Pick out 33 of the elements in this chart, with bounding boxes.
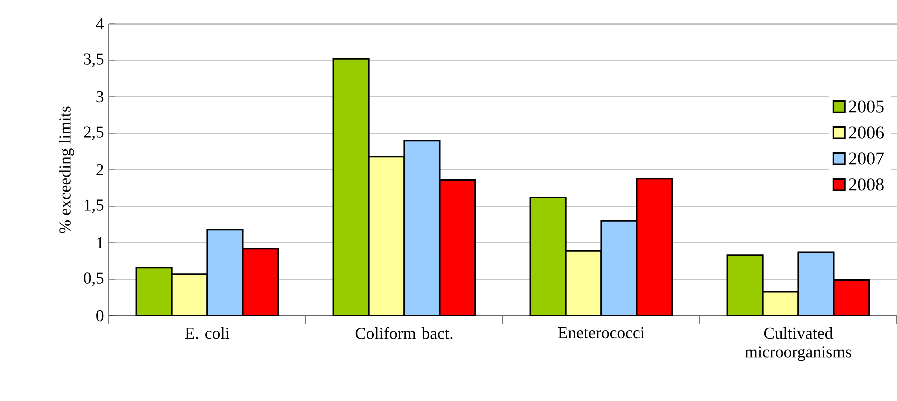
bar [404, 140, 441, 316]
x-tick-label: Coliform bact. [356, 327, 453, 340]
legend-label: 2008 [849, 178, 884, 191]
bar [439, 179, 476, 316]
y-axis-title: % exceeding limits [59, 106, 74, 234]
x-tick-label: E. coli [186, 327, 230, 340]
y-tick-label: 4 [96, 18, 104, 30]
legend-label: 2006 [849, 126, 884, 139]
bar [242, 248, 280, 316]
bar [206, 229, 244, 316]
y-tick-label: 1,5 [84, 200, 104, 214]
bar [332, 58, 370, 316]
y-tick-label: 3 [96, 91, 104, 103]
bar [833, 279, 870, 316]
bar [600, 220, 638, 316]
bar [726, 254, 764, 316]
y-tick-label: 3,5 [84, 54, 104, 68]
bar [636, 178, 674, 316]
y-tick-label: 0 [96, 310, 104, 322]
bar [171, 274, 208, 316]
bar [136, 267, 173, 316]
y-tick-label: 0,5 [84, 272, 104, 286]
legend-label: 2007 [849, 152, 884, 165]
bar [565, 250, 602, 316]
legend-label: 2005 [849, 100, 884, 113]
bar [368, 156, 406, 316]
y-tick-label: 2 [96, 164, 104, 176]
bar [798, 252, 835, 316]
x-tick-label: Eneterococci [558, 327, 645, 339]
bar [530, 196, 567, 316]
y-tick-label: 2,5 [84, 126, 104, 140]
y-tick-label: 1 [97, 238, 104, 249]
x-tick-label: Cultivated microorganisms [745, 327, 852, 362]
